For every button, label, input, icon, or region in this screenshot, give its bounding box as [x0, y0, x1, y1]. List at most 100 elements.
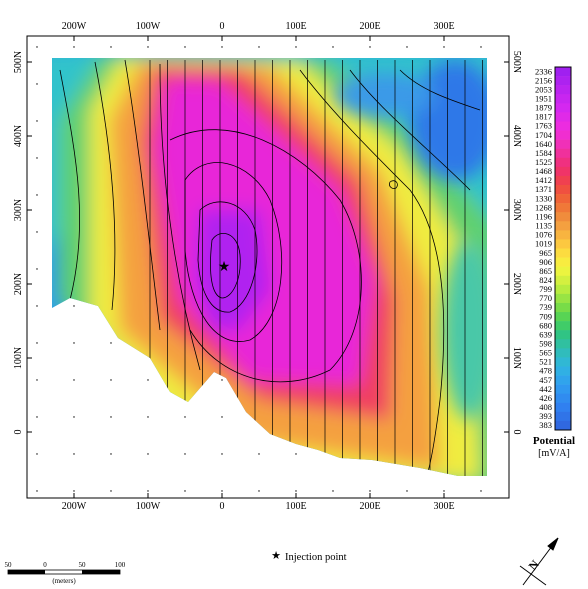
grid-dot	[221, 379, 223, 381]
grid-dot	[36, 342, 38, 344]
legend-value: 865	[539, 266, 552, 276]
legend-swatch	[555, 139, 571, 149]
legend-swatch	[555, 420, 571, 431]
x-tick-bottom: 0	[220, 501, 225, 512]
legend-value: 1879	[535, 103, 552, 113]
legend-value: 1371	[535, 184, 552, 194]
y-tick-right: 200N	[511, 273, 522, 295]
grid-dot	[36, 157, 38, 159]
legend-value: 521	[539, 357, 552, 367]
grid-dot	[184, 46, 186, 48]
grid-dot	[110, 342, 112, 344]
legend-swatch	[555, 157, 571, 168]
legend-labels: 2336215620531951187918171763170416401584…	[535, 66, 553, 430]
x-tick-bottom: 200W	[62, 501, 87, 512]
grid-dot	[110, 416, 112, 418]
legend-swatch	[555, 284, 571, 295]
grid-dot	[110, 453, 112, 455]
legend-value: 1763	[535, 121, 552, 131]
legend-swatch	[555, 148, 571, 159]
legend-swatch	[555, 312, 571, 322]
grid-dot	[36, 83, 38, 85]
grid-dot	[443, 490, 445, 492]
legend-swatch	[555, 321, 571, 331]
legend-swatch	[555, 121, 571, 131]
legend-value: 478	[539, 366, 552, 376]
grid-dot	[36, 46, 38, 48]
legend-unit: [mV/A]	[538, 448, 570, 459]
legend-swatch	[555, 194, 571, 204]
axis-tick-labels: 200W 100W 0 100E 200E 300E 200W 100W 0 1…	[13, 21, 522, 512]
grid-dot	[36, 379, 38, 381]
y-tick-left: 100N	[13, 347, 24, 369]
legend-value: 393	[539, 411, 552, 421]
y-tick-left: 500N	[13, 51, 24, 73]
grid-dot	[36, 490, 38, 492]
injection-point-label: Injection point	[285, 552, 347, 563]
grid-dot	[36, 194, 38, 196]
legend-value: 457	[539, 375, 552, 385]
grid-dot	[332, 46, 334, 48]
grid-dot	[295, 46, 297, 48]
grid-dot	[406, 46, 408, 48]
legend-swatch	[555, 330, 571, 340]
legend-swatch	[555, 402, 571, 413]
grid-dot	[110, 379, 112, 381]
grid-dot	[221, 453, 223, 455]
legend-value: 426	[539, 393, 552, 403]
legend-value: 598	[539, 339, 552, 349]
legend-value: 1196	[535, 211, 552, 221]
x-tick-top: 300E	[433, 21, 454, 32]
grid-dot	[258, 490, 260, 492]
y-tick-right: 300N	[511, 199, 522, 221]
grid-dot	[184, 490, 186, 492]
x-tick-bottom: 100W	[136, 501, 161, 512]
scale-label: 0	[43, 561, 47, 569]
grid-dot	[258, 46, 260, 48]
legend-swatch	[555, 112, 571, 122]
legend-value: 906	[539, 257, 552, 267]
legend-value: 770	[539, 293, 552, 303]
legend-swatch	[555, 248, 571, 258]
y-tick-right: 100N	[511, 347, 522, 369]
legend-value: 1468	[535, 166, 552, 176]
grid-dot	[147, 453, 149, 455]
legend-swatch	[555, 239, 571, 249]
legend-swatch	[555, 76, 571, 86]
legend-value: 1076	[535, 230, 552, 240]
legend-value: 799	[539, 284, 552, 294]
x-tick-top: 100E	[285, 21, 306, 32]
legend-value: 1584	[535, 148, 553, 158]
x-tick-bottom: 200E	[359, 501, 380, 512]
grid-dot	[295, 490, 297, 492]
north-arrow-icon: N	[519, 537, 559, 586]
legend-swatch	[555, 94, 571, 104]
grid-dot	[147, 379, 149, 381]
legend-value: 383	[539, 420, 552, 430]
legend-swatch	[555, 393, 571, 404]
legend-swatch	[555, 85, 571, 95]
injection-point-legend-marker: ★	[271, 550, 281, 562]
grid-dot	[147, 490, 149, 492]
legend-value: 739	[539, 302, 552, 312]
grid-dot	[369, 46, 371, 48]
x-tick-top: 200E	[359, 21, 380, 32]
y-tick-left: 400N	[13, 125, 24, 147]
grid-dot	[184, 416, 186, 418]
grid-dot	[36, 268, 38, 270]
grid-dot	[36, 416, 38, 418]
grid-dot	[147, 416, 149, 418]
scale-label: 100	[115, 561, 126, 569]
scale-bar: 50 0 50 100 (meters)	[5, 561, 126, 585]
legend-swatch	[555, 166, 571, 177]
legend-swatch	[555, 212, 571, 222]
legend-value: 1268	[535, 202, 552, 212]
grid-dot	[443, 46, 445, 48]
legend-value: 1135	[535, 221, 552, 231]
grid-dot	[110, 490, 112, 492]
legend-value: 965	[539, 248, 552, 258]
grid-dot	[110, 46, 112, 48]
grid-dot	[73, 305, 75, 307]
x-tick-top: 100W	[136, 21, 161, 32]
